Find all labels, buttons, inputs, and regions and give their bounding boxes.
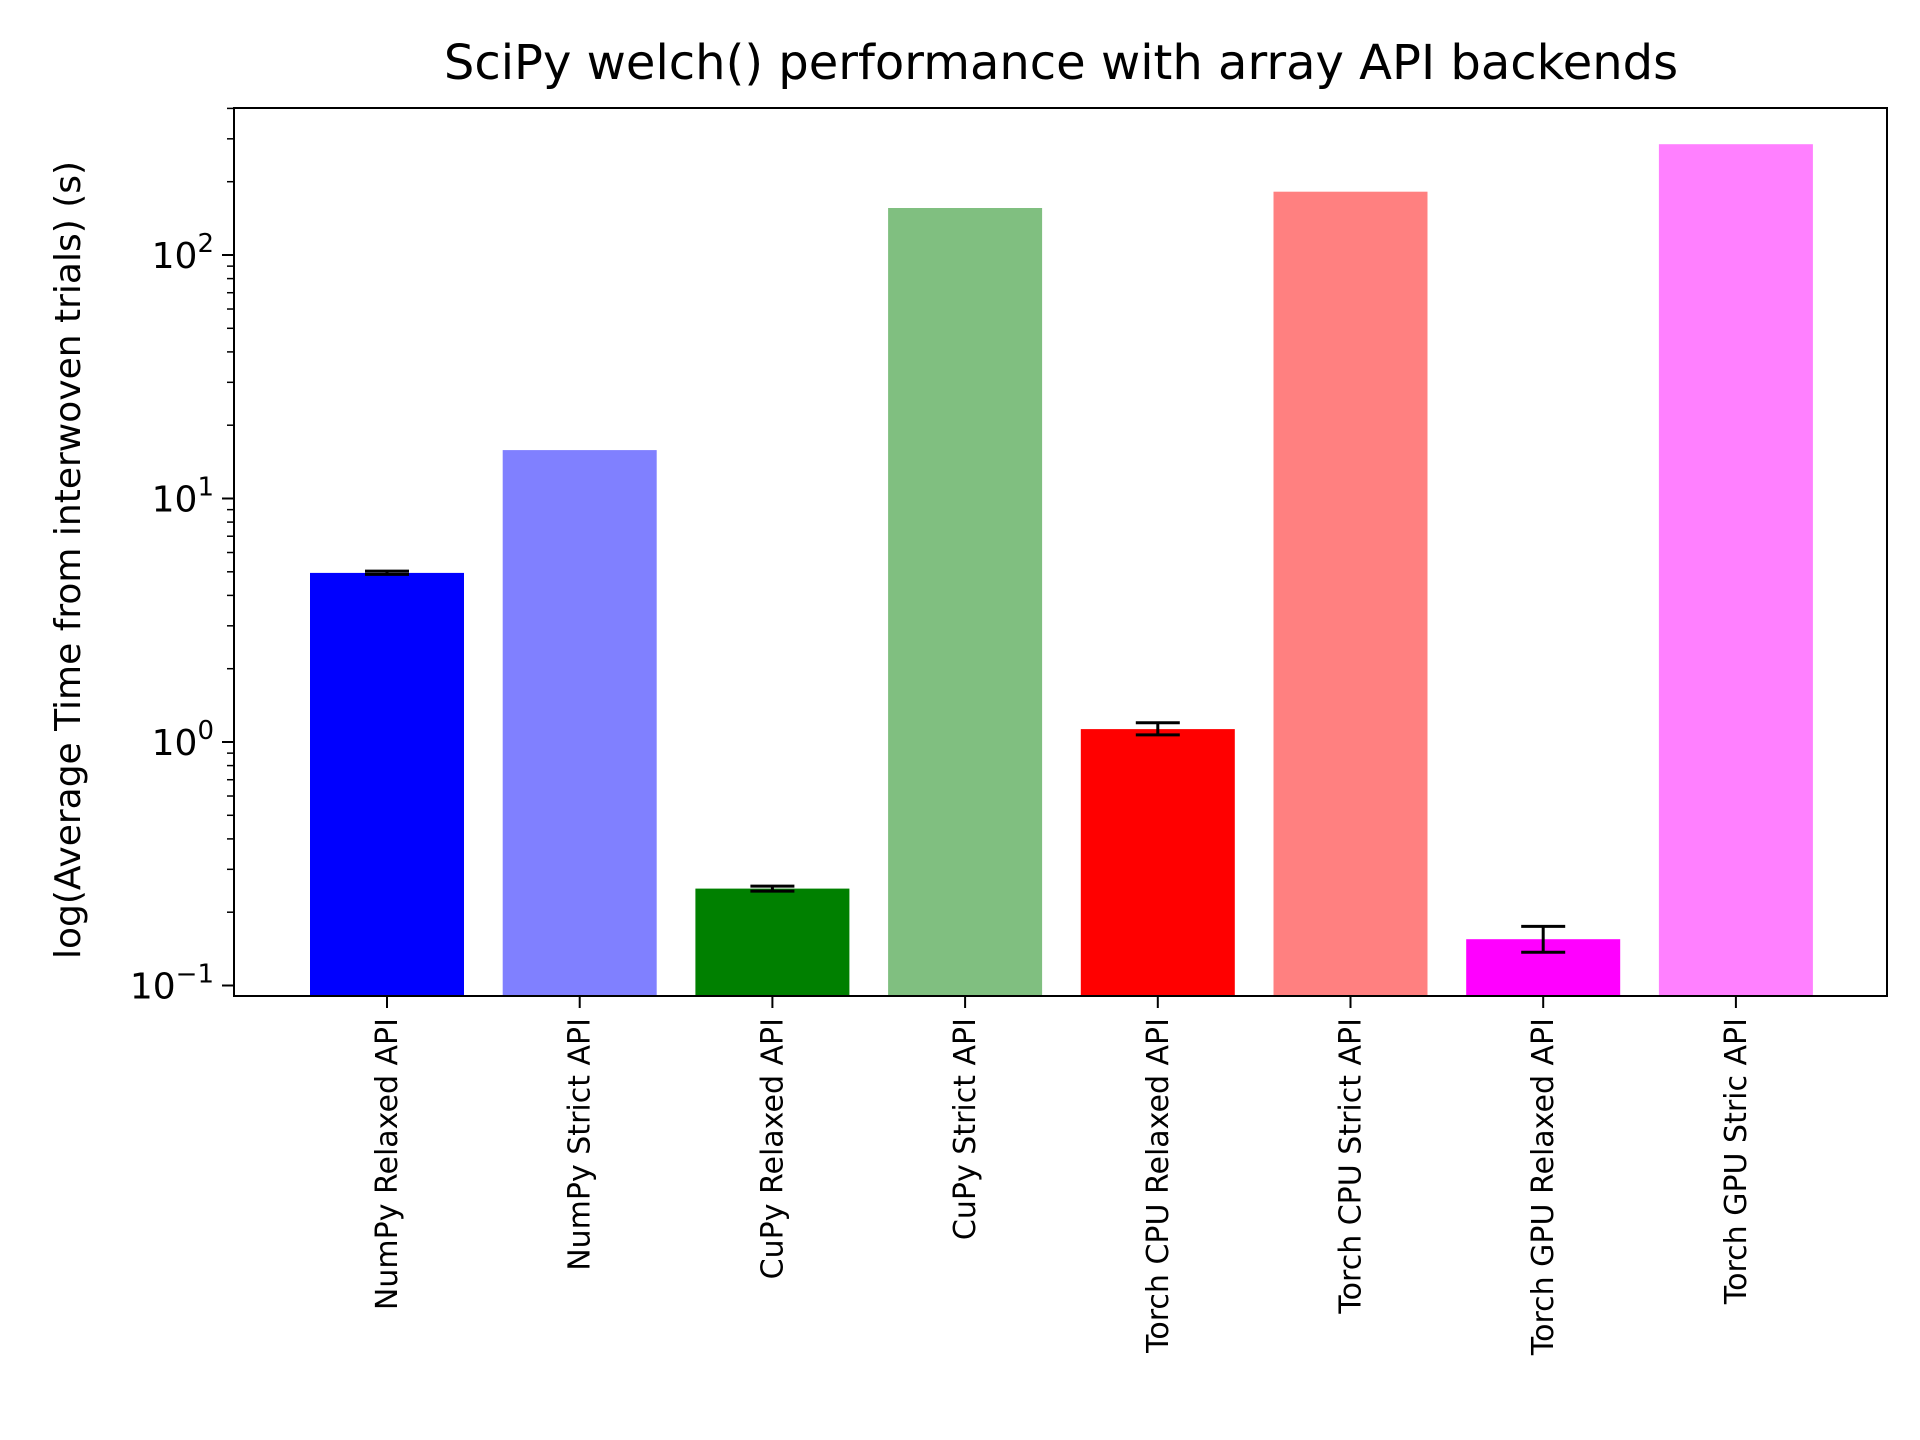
bar-8	[1658, 144, 1813, 996]
bar-5	[1080, 729, 1235, 996]
y-tick-label-1: 10−1	[130, 960, 214, 1008]
x-tick-label-2: NumPy Strict API	[563, 1018, 598, 1271]
bars-group	[310, 144, 1813, 997]
x-tick-label-8: Torch GPU Stric API	[1719, 1018, 1754, 1305]
y-axis-label: log(Average Time from interwoven trials)…	[48, 161, 89, 959]
bar-4	[888, 208, 1043, 996]
bar-2	[502, 450, 657, 997]
y-ticks-group: 10−1 100 101 102	[130, 107, 234, 1008]
y-tick-label-4: 102	[152, 229, 214, 277]
bar-6	[1273, 191, 1428, 996]
x-tick-label-3: CuPy Relaxed API	[755, 1018, 790, 1279]
error-bars-group	[365, 569, 1566, 954]
x-tick-label-1: NumPy Relaxed API	[370, 1018, 405, 1310]
x-tick-label-5: Torch CPU Relaxed API	[1141, 1018, 1176, 1354]
x-ticks-group: NumPy Relaxed API NumPy Strict API CuPy Re…	[370, 996, 1754, 1356]
y-tick-label-3: 101	[152, 473, 214, 521]
chart-title: SciPy welch() performance with array API…	[444, 35, 1678, 91]
plot-frame	[233, 107, 1888, 997]
x-tick-label-7: Torch GPU Relaxed API	[1526, 1018, 1561, 1356]
x-tick-label-6: Torch CPU Strict API	[1334, 1018, 1369, 1315]
bar-1	[310, 572, 464, 996]
x-tick-label-4: CuPy Strict API	[948, 1018, 983, 1240]
y-tick-label-2: 100	[152, 716, 214, 764]
bar-3	[695, 888, 850, 996]
